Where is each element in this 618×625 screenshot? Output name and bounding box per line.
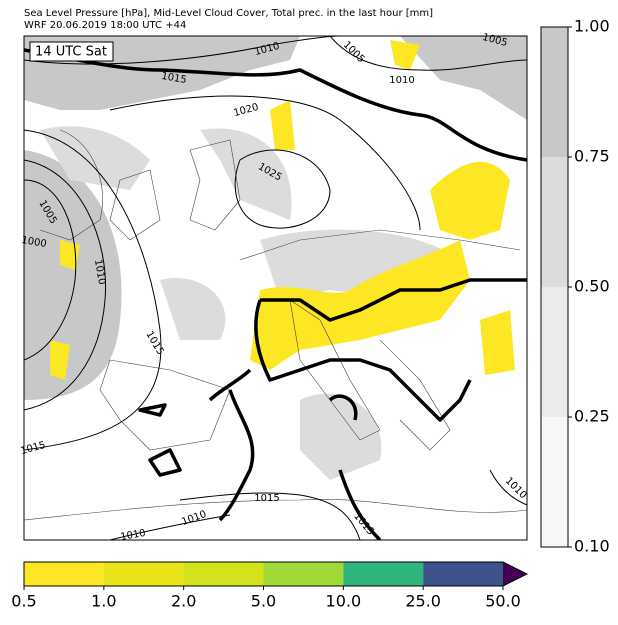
precip-tick-label: 50.0 — [485, 592, 521, 611]
cloud-color-band — [541, 287, 568, 417]
cloud-color-band — [541, 157, 568, 287]
time-badge-box — [29, 41, 114, 62]
precip-colorbar-frame — [23, 561, 529, 587]
precip-tick-label: 2.0 — [171, 592, 196, 611]
contour-label: 1015 — [160, 71, 187, 86]
cloud-tick-label: 0.50 — [574, 277, 610, 296]
precip-color-band — [103, 562, 184, 586]
precip-color-band — [24, 562, 104, 586]
precip-tick-label: 0.5 — [11, 592, 36, 611]
contour-label: 1010 — [92, 259, 107, 286]
subtitle: WRF 20.06.2019 18:00 UTC +44 — [24, 20, 186, 31]
cloud-color-band — [541, 27, 568, 157]
cloud-tick-label: 0.25 — [574, 407, 610, 426]
precip-color-band — [423, 562, 503, 586]
precip-extend — [503, 562, 527, 586]
precip-color-band — [183, 562, 264, 586]
map-frame — [23, 35, 528, 541]
precip-tick-label: 1.0 — [91, 592, 116, 611]
precip-color-band — [263, 562, 344, 586]
contour-label: 1000 — [20, 235, 47, 250]
contour-label: 1015 — [254, 493, 279, 504]
title: Sea Level Pressure [hPa], Mid-Level Clou… — [24, 8, 433, 19]
precip-tick-label: 5.0 — [251, 592, 276, 611]
contour-label: 1010 — [389, 75, 414, 86]
cloud-tick-label: 1.00 — [574, 17, 610, 36]
cloud-tick-label: 0.75 — [574, 147, 610, 166]
cloud-tick-label: 0.10 — [574, 537, 610, 556]
time-badge: 14 UTC Sat — [35, 45, 107, 60]
precip-tick-label: 10.0 — [326, 592, 362, 611]
cloud-color-band — [541, 417, 568, 547]
precip-color-band — [343, 562, 424, 586]
map — [24, 36, 527, 540]
precip-tick-label: 25.0 — [405, 592, 441, 611]
contour-label: 1010 — [120, 528, 147, 543]
